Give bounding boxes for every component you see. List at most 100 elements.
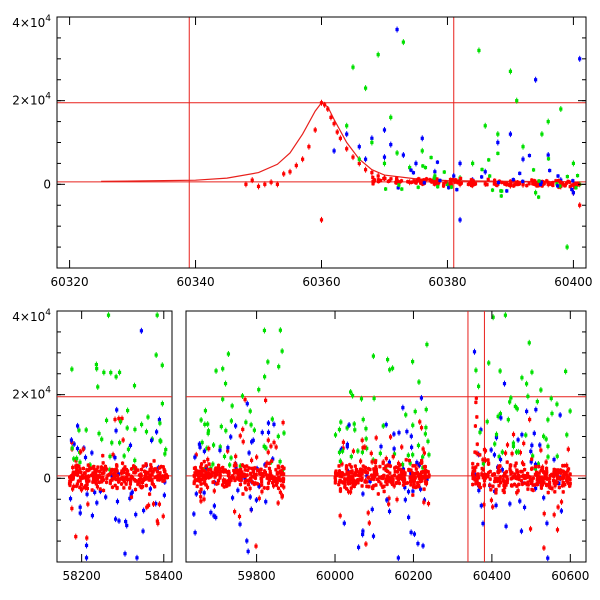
- top-data-point: [533, 182, 537, 186]
- bottom-data-point: [109, 371, 113, 375]
- top-data-point: [546, 157, 551, 161]
- bottom-xtick-label: 60200: [394, 569, 432, 583]
- bottom-data-point: [153, 485, 157, 489]
- top-ytick-label-base: 4×10: [12, 16, 45, 30]
- bottom-data-point: [481, 462, 485, 466]
- bottom-data-point: [557, 485, 561, 490]
- bottom-data-point: [409, 471, 413, 475]
- bottom-data-point: [481, 521, 485, 526]
- bottom-data-point: [78, 511, 82, 515]
- top-data-point: [527, 182, 531, 186]
- bottom-data-point: [517, 482, 521, 487]
- bottom-data-point: [126, 447, 131, 451]
- bottom-data-point: [391, 455, 395, 459]
- bottom-data-point: [411, 453, 415, 457]
- bottom-data-point: [155, 519, 159, 523]
- bottom-data-point: [244, 473, 248, 477]
- bottom-data-point: [271, 484, 276, 488]
- bottom-data-point: [213, 475, 217, 479]
- bottom-data-point: [539, 469, 543, 473]
- bottom-data-point: [351, 478, 356, 483]
- bottom-ytick-label-exponent: 4: [45, 308, 51, 318]
- bottom-data-point: [523, 476, 527, 480]
- bottom-data-point: [98, 487, 102, 491]
- bottom-data-point: [413, 409, 417, 414]
- bottom-data-point: [74, 465, 78, 469]
- bottom-data-point: [474, 368, 478, 372]
- bottom-data-point: [412, 482, 416, 486]
- bottom-data-point: [365, 446, 369, 450]
- top-ytick-label-base: 0: [43, 177, 51, 191]
- bottom-data-point: [120, 461, 125, 465]
- bottom-data-point: [211, 462, 215, 466]
- bottom-data-point: [146, 415, 150, 419]
- bottom-data-point: [493, 442, 497, 446]
- top-data-point: [395, 176, 399, 180]
- top-data-point: [508, 179, 513, 183]
- top-data-point: [389, 115, 393, 119]
- bottom-data-point: [251, 438, 255, 442]
- bottom-data-point: [503, 313, 508, 317]
- bottom-data-point: [511, 444, 516, 448]
- bottom-data-point: [532, 431, 536, 435]
- top-data-point: [521, 182, 525, 186]
- bottom-data-point: [241, 440, 245, 444]
- bottom-data-point: [280, 349, 284, 353]
- bottom-data-point: [370, 460, 374, 464]
- bottom-data-point: [94, 362, 98, 367]
- top-xtick-label: 60400: [554, 275, 592, 289]
- bottom-data-point: [69, 438, 74, 442]
- bottom-data-point: [280, 495, 284, 499]
- bottom-data-point: [343, 485, 347, 489]
- bottom-data-point: [497, 455, 501, 459]
- bottom-data-point: [375, 477, 380, 481]
- bottom-data-point: [276, 434, 280, 438]
- bottom-data-point: [515, 468, 519, 472]
- bottom-data-point: [232, 469, 236, 473]
- bottom-data-point: [241, 427, 245, 432]
- bottom-data-point: [563, 482, 567, 487]
- bottom-data-point: [128, 477, 133, 481]
- bottom-data-point: [338, 514, 342, 518]
- bottom-data-point: [535, 482, 540, 487]
- top-data-point: [357, 157, 361, 161]
- bottom-data-point: [207, 462, 211, 466]
- bottom-data-point: [100, 437, 104, 441]
- bottom-data-point: [504, 483, 508, 487]
- bottom-data-point: [343, 482, 347, 486]
- bottom-data-point: [515, 407, 519, 411]
- bottom-data-point: [270, 459, 274, 463]
- bottom-data-point: [371, 474, 375, 478]
- bottom-data-point: [418, 487, 423, 491]
- bottom-data-point: [192, 512, 196, 516]
- bottom-data-point: [96, 465, 100, 469]
- bottom-data-point: [361, 417, 365, 422]
- bottom-data-point: [349, 454, 353, 459]
- bottom-data-point: [494, 491, 498, 495]
- bottom-data-point: [529, 449, 533, 454]
- bottom-data-point: [248, 486, 252, 491]
- bottom-data-point: [199, 469, 203, 473]
- bottom-data-point: [198, 445, 202, 449]
- bottom-data-point: [372, 470, 376, 474]
- bottom-data-point: [485, 473, 489, 477]
- bottom-data-point: [385, 498, 389, 502]
- bottom-data-point: [392, 484, 396, 488]
- bottom-data-point: [337, 482, 341, 487]
- bottom-data-point: [544, 437, 548, 441]
- bottom-data-point: [497, 484, 501, 488]
- bottom-data-point: [212, 514, 216, 518]
- bottom-data-point: [232, 464, 237, 468]
- bottom-data-point: [91, 477, 96, 481]
- bottom-data-point: [141, 529, 145, 533]
- bottom-data-point: [565, 473, 569, 477]
- bottom-data-point: [555, 402, 559, 406]
- bottom-data-point: [418, 420, 422, 424]
- bottom-data-point: [224, 483, 229, 487]
- bottom-data-point: [368, 479, 372, 483]
- bottom-data-point: [338, 487, 343, 491]
- bottom-data-point: [341, 440, 346, 444]
- bottom-data-point: [424, 425, 428, 430]
- bottom-data-point: [144, 483, 148, 488]
- bottom-data-point: [565, 478, 569, 482]
